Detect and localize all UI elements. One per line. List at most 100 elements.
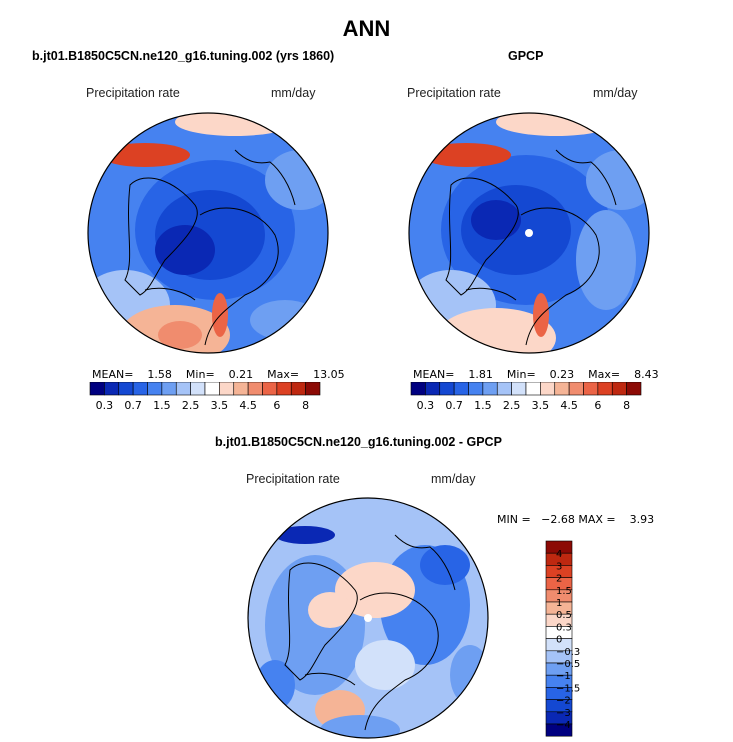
diff-colorbar-tick: −4 <box>556 720 571 731</box>
panel2-colorbar-swatch <box>525 382 541 396</box>
panel1-mean-value: 1.58 <box>147 368 172 381</box>
diff-map-border <box>247 497 489 739</box>
panel1-colorbar-swatch <box>190 382 206 396</box>
panel1-colorbar-swatch <box>290 382 306 396</box>
panel1-coastline <box>124 177 198 296</box>
panel1-colorbar-swatch <box>233 382 249 396</box>
diff-field-region <box>355 640 415 690</box>
diff-colorbar-tick: 1 <box>556 598 562 609</box>
panel2-colorbar-tick: 1.5 <box>474 399 492 412</box>
panel2-colorbar-swatch <box>611 382 627 396</box>
panel1-map-border <box>87 112 329 354</box>
panel2-max-label: Max= <box>588 368 621 381</box>
panel2-colorbar-swatch <box>597 382 613 396</box>
panel2-subtitle: GPCP <box>508 49 544 63</box>
panel1-colorbar-swatch <box>132 382 148 396</box>
diff-coastline <box>284 562 358 681</box>
figure-title: ANN <box>342 16 391 41</box>
panel1-units-label: mm/day <box>271 86 316 100</box>
panel1-stats: MEAN= 1.58 Min= 0.21 Max= 13.05 <box>92 368 345 381</box>
panel1-field-region <box>158 321 202 349</box>
panel1-colorbar-swatch <box>175 382 191 396</box>
diff-field-region <box>335 562 415 618</box>
panel1-colorbar-swatch <box>104 382 120 396</box>
panel1-colorbar-tick: 1.5 <box>153 399 171 412</box>
panel2-colorbar-swatch <box>568 382 584 396</box>
diff-units-label: mm/day <box>431 472 476 486</box>
panel2-colorbar-swatch <box>583 382 599 396</box>
panel2-units-label: mm/day <box>593 86 638 100</box>
panel2-coastline <box>555 149 617 206</box>
panel2-mean-label: MEAN= <box>413 368 455 381</box>
diff-colorbar-tick: 3 <box>556 561 562 572</box>
diff-colorbar-tick: 0.3 <box>556 622 572 633</box>
panel2-colorbar-swatch <box>540 382 556 396</box>
panel1-polar-map <box>87 112 329 354</box>
panel1-coastline <box>199 207 279 346</box>
diff-colorbar: 43 21.510.50.3 0−0.3−0.5−1−1.5 −2−3−4 <box>545 540 580 737</box>
panel1-colorbar: 0.3 0.7 1.5 2.5 3.5 4.5 6 8 <box>89 382 321 412</box>
diff-colorbar-tick: 2 <box>556 574 562 585</box>
panel1-colorbar-tick: 3.5 <box>211 399 229 412</box>
panel1-colorbar-tick: 0.7 <box>124 399 142 412</box>
diff-colorbar-tick: −1.5 <box>556 683 580 694</box>
panel2-coastline <box>520 207 600 346</box>
panel1-coastline <box>234 149 296 206</box>
panel1-max-value: 13.05 <box>313 368 345 381</box>
panel1-field-region <box>100 143 190 167</box>
panel2-field-region <box>421 143 511 167</box>
panel1-colorbar-swatch <box>147 382 163 396</box>
panel1-colorbar-swatch <box>204 382 220 396</box>
diff-field-region <box>308 592 352 628</box>
panel2-field-region <box>471 200 521 240</box>
panel1-max-label: Max= <box>267 368 300 381</box>
panel1-colorbar-tick: 6 <box>273 399 280 412</box>
panel2-colorbar-swatch <box>626 382 642 396</box>
diff-field-region <box>450 645 488 705</box>
panel2-colorbar-swatch <box>410 382 426 396</box>
panel1-colorbar-tick: 2.5 <box>182 399 200 412</box>
panel2-colorbar-swatch <box>439 382 455 396</box>
panel1-subtitle: b.jt01.B1850C5CN.ne120_g16.tuning.002 (y… <box>32 49 335 63</box>
panel2-polar-map <box>408 112 650 354</box>
panel1-variable-label: Precipitation rate <box>86 86 180 100</box>
panel2-stats: MEAN= 1.81 Min= 0.23 Max= 8.43 <box>413 368 659 381</box>
panel1-mean-label: MEAN= <box>92 368 134 381</box>
panel2-coastline <box>465 287 517 301</box>
diff-colorbar-tick: 4 <box>556 549 562 560</box>
panel2-colorbar-swatch <box>425 382 441 396</box>
panel2-colorbar-tick: 0.3 <box>417 399 435 412</box>
panel2-min-label: Min= <box>506 368 536 381</box>
diff-colorbar-tick: 0 <box>556 635 562 646</box>
panel2-min-value: 0.23 <box>549 368 575 381</box>
panel2-colorbar-swatch <box>511 382 527 396</box>
panel2-colorbar-swatch <box>468 382 484 396</box>
diff-colorbar-tick: −2 <box>556 696 571 707</box>
diff-subtitle: b.jt01.B1850C5CN.ne120_g16.tuning.002 - … <box>215 435 502 449</box>
panel1-colorbar-tick: 0.3 <box>96 399 114 412</box>
diff-colorbar-swatch <box>545 723 573 737</box>
panel2-colorbar-swatch <box>496 382 512 396</box>
diff-colorbar-tick: −0.5 <box>556 659 580 670</box>
diff-coastline <box>394 534 456 591</box>
panel1-colorbar-swatch <box>89 382 105 396</box>
panel2-colorbar-tick: 0.7 <box>445 399 463 412</box>
diff-colorbar-tick: −3 <box>556 708 571 719</box>
panel1-colorbar-swatch <box>118 382 134 396</box>
panel1-colorbar-swatch <box>262 382 278 396</box>
panel2-colorbar-tick: 8 <box>623 399 630 412</box>
panel2-variable-label: Precipitation rate <box>407 86 501 100</box>
diff-field-region <box>275 526 335 544</box>
panel2-map-border <box>408 112 650 354</box>
diff-coastline <box>359 592 439 731</box>
panel2-colorbar-swatch <box>482 382 498 396</box>
panel2-colorbar-tick: 3.5 <box>532 399 550 412</box>
panel1-min-value: 0.21 <box>228 368 254 381</box>
panel2-colorbar-tick: 6 <box>594 399 601 412</box>
panel2-colorbar: 0.3 0.7 1.5 2.5 3.5 4.5 6 8 <box>410 382 642 412</box>
panel2-field-region <box>576 210 636 310</box>
panel2-colorbar-swatch <box>453 382 469 396</box>
panel2-pole-marker <box>525 229 533 237</box>
panel2-colorbar-swatch <box>554 382 570 396</box>
panel2-coastline <box>445 177 519 296</box>
